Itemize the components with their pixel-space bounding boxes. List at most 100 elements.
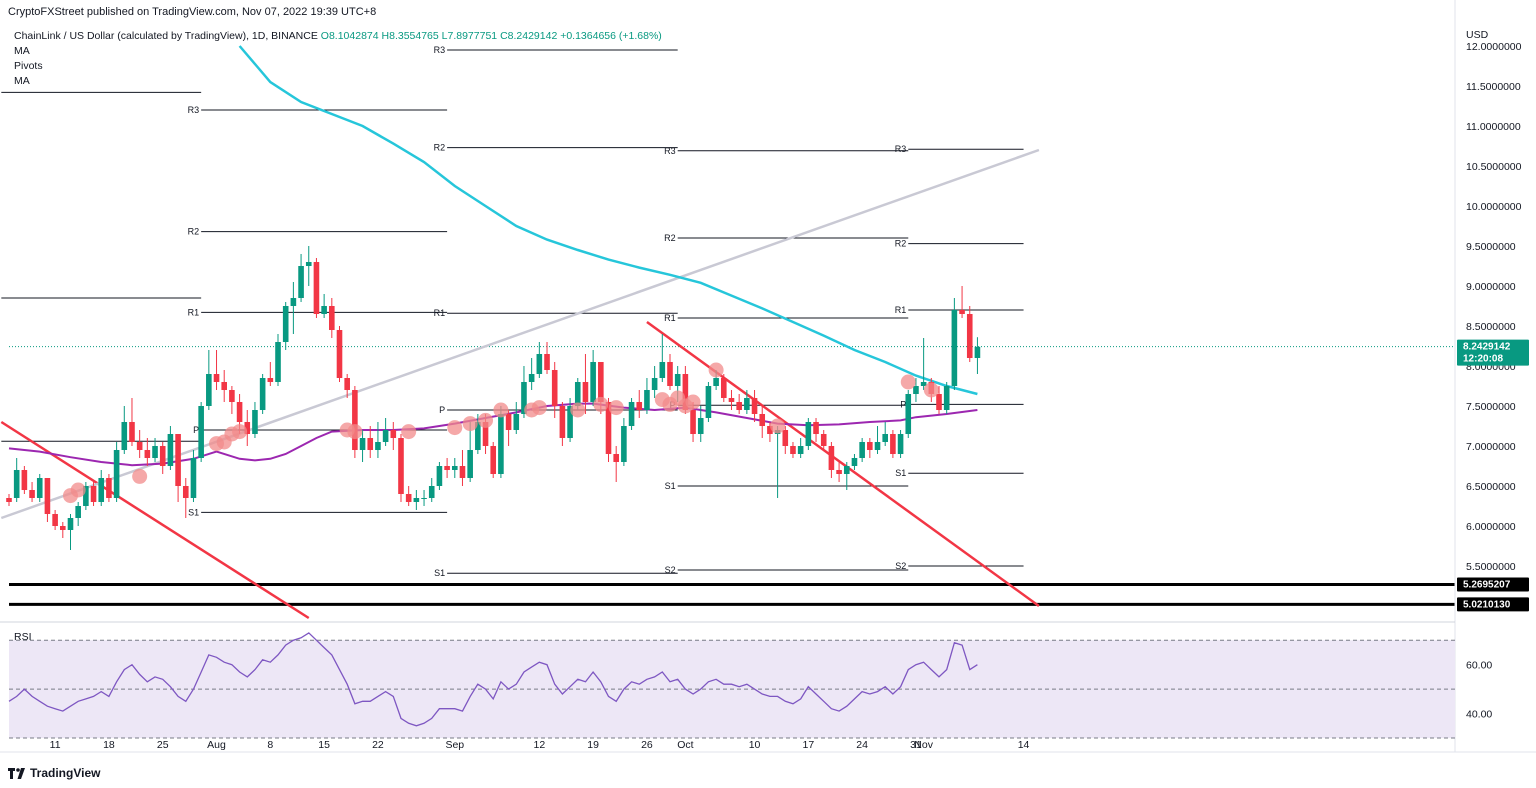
candle — [475, 414, 481, 454]
candle-body — [567, 406, 573, 438]
price-pane: R3R2R1PS1R3R2R1PS1R3R2R1PS1S2R3R2R1PS1S2 — [0, 45, 1455, 620]
candle-body — [851, 458, 858, 466]
candle — [44, 478, 51, 522]
candle — [129, 398, 135, 446]
open-value: O8.1042874 — [320, 30, 379, 42]
channel-line — [0, 148, 1040, 520]
candle — [444, 458, 450, 478]
candle-body — [428, 486, 435, 498]
candle-body — [820, 434, 827, 446]
candle-body — [121, 422, 128, 450]
candle-body — [459, 466, 466, 478]
candle — [867, 438, 873, 458]
x-tick-label: 19 — [587, 739, 599, 751]
y-tick-label: 10.0000000 — [1466, 201, 1522, 213]
candle-body — [728, 398, 735, 402]
candle-body — [36, 478, 43, 498]
candle-body — [83, 486, 89, 506]
candle — [282, 302, 289, 350]
candle-body — [344, 378, 350, 390]
candle — [498, 406, 504, 478]
candle-body — [498, 414, 504, 474]
candle-body — [398, 438, 404, 494]
candle — [897, 430, 904, 458]
candle-body — [913, 386, 919, 394]
y-tick-label: 12.0000000 — [1466, 41, 1522, 53]
candle-body — [90, 486, 97, 502]
candle-body — [52, 514, 58, 526]
candle-body — [974, 346, 981, 358]
candle-body — [298, 266, 304, 298]
candle-body — [167, 434, 174, 466]
touch-circle — [900, 374, 916, 390]
candle-body — [229, 390, 235, 402]
candle-body — [697, 418, 704, 434]
candle-body — [828, 446, 835, 470]
candle-body — [98, 478, 105, 502]
candle-body — [282, 306, 289, 342]
candle-body — [421, 498, 427, 499]
candle — [106, 474, 112, 502]
currency-label: USD — [1466, 29, 1489, 41]
indicator-ma-2[interactable]: MA — [14, 75, 30, 87]
candle — [290, 282, 297, 334]
y-tick-label: 7.0000000 — [1466, 441, 1516, 453]
candle — [405, 486, 412, 506]
tradingview-logo[interactable]: TradingView — [8, 766, 100, 780]
candle-body — [636, 402, 643, 410]
candle — [298, 254, 304, 302]
candle-body — [367, 438, 374, 450]
y-tick-label: 10.5000000 — [1466, 161, 1522, 173]
indicator-ma-1[interactable]: MA — [14, 45, 30, 57]
candle — [144, 438, 151, 466]
pivot-label-r1: R1 — [434, 308, 446, 318]
candle-body — [375, 442, 381, 450]
symbol-title[interactable]: ChainLink / US Dollar (calculated by Tra… — [14, 30, 318, 42]
candle — [667, 354, 673, 390]
candle-body — [405, 494, 412, 502]
x-tick-label: Nov — [914, 739, 933, 751]
y-tick-label: 5.5000000 — [1466, 561, 1516, 573]
symbol-row: ChainLink / US Dollar (calculated by Tra… — [14, 29, 662, 44]
candle-body — [713, 378, 719, 386]
candle — [428, 478, 435, 502]
candle — [206, 350, 212, 410]
rsi-label: RSI — [14, 631, 32, 643]
x-tick-label: 22 — [372, 739, 384, 751]
support-price-tag: 5.0210130 — [1463, 599, 1511, 610]
y-tick-label: 9.5000000 — [1466, 241, 1516, 253]
x-tick-label: 14 — [1018, 739, 1030, 751]
candle-body — [136, 442, 143, 450]
x-tick-label: 11 — [50, 739, 61, 751]
ma-long-line — [238, 45, 978, 396]
candle-body — [313, 262, 320, 314]
x-tick-label: 25 — [157, 739, 169, 751]
support-price-tag: 5.2695207 — [1463, 579, 1511, 590]
candle — [505, 410, 512, 446]
candle — [29, 482, 35, 502]
chart-legend: ChainLink / US Dollar (calculated by Tra… — [14, 29, 662, 89]
candle — [305, 246, 312, 286]
candle-body — [943, 386, 950, 410]
candle-body — [13, 470, 20, 498]
candle-body — [390, 430, 397, 438]
indicator-pivots[interactable]: Pivots — [14, 60, 43, 72]
candle-body — [513, 414, 520, 430]
candle-body — [252, 410, 258, 434]
pivot-label-r1: R1 — [664, 313, 676, 323]
candle-body — [236, 402, 243, 422]
candle-body — [559, 406, 566, 438]
x-tick-label: 17 — [803, 739, 815, 751]
candle-body — [321, 306, 327, 314]
candle-body — [674, 374, 681, 386]
candle — [490, 442, 497, 478]
candle-body — [521, 382, 527, 414]
candle — [590, 350, 596, 406]
candle — [759, 406, 766, 438]
candle — [421, 490, 427, 506]
candle-body — [44, 478, 51, 514]
candle — [959, 286, 965, 318]
candle-body — [966, 314, 973, 358]
candle — [621, 418, 627, 466]
